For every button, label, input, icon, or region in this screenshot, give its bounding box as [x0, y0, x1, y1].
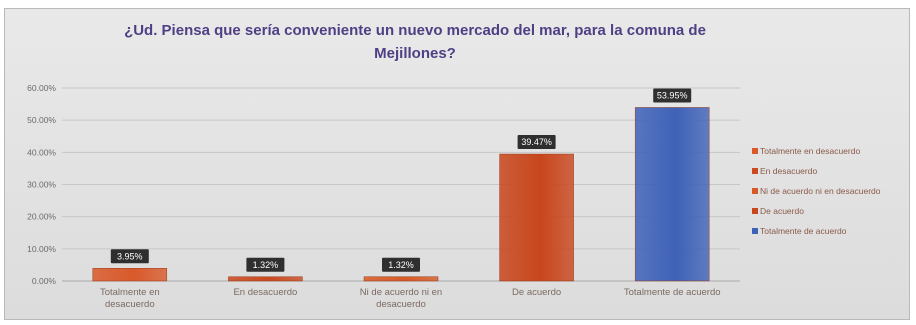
data-label-box — [246, 257, 285, 272]
legend-swatch — [752, 188, 758, 194]
y-tick-label: 50.00% — [27, 115, 56, 125]
bar — [92, 268, 168, 282]
data-label: 53.95% — [657, 90, 688, 100]
legend-label: En desacuerdo — [760, 166, 817, 176]
y-tick-label: 60.00% — [27, 83, 56, 93]
data-label-box — [517, 135, 556, 150]
bar — [228, 276, 303, 282]
legend-label: Ni de acuerdo ni en desacuerdo — [760, 186, 881, 196]
y-tick-label: 30.00% — [27, 180, 56, 190]
data-label: 3.95% — [117, 251, 143, 261]
legend-swatch — [752, 168, 758, 174]
bar — [634, 107, 710, 282]
data-label: 1.32% — [388, 260, 414, 270]
legend-label: Totalmente de acuerdo — [760, 226, 847, 236]
legend-swatch — [752, 148, 758, 154]
data-label-box — [110, 249, 149, 264]
y-tick-label: 20.00% — [27, 212, 56, 222]
data-label-box — [382, 257, 420, 272]
data-label: 39.47% — [521, 137, 552, 147]
x-tick-label: Totalmente de acuerdo — [624, 287, 721, 298]
data-label-box — [653, 88, 692, 103]
x-tick-label: En desacuerdo — [233, 287, 297, 298]
x-tick-label: Ni de acuerdo ni en desacuerdo — [360, 287, 442, 310]
bar — [363, 276, 439, 282]
bar — [499, 153, 574, 282]
legend-label: Totalmente en desacuerdo — [760, 146, 860, 156]
legend-label: De acuerdo — [760, 206, 804, 216]
legend-swatch — [752, 228, 758, 234]
y-tick-label: 10.00% — [27, 244, 56, 254]
x-tick-label: De acuerdo — [512, 287, 561, 298]
legend-swatch — [752, 208, 758, 214]
y-tick-label: 0.00% — [32, 276, 57, 286]
y-tick-label: 40.00% — [27, 147, 56, 157]
x-tick-label: Totalmente en desacuerdo — [100, 287, 160, 310]
data-label: 1.32% — [253, 260, 279, 270]
chart-title: ¿Ud. Piensa que sería conveniente un nue… — [124, 22, 706, 62]
chart-frame: ¿Ud. Piensa que sería conveniente un nue… — [4, 8, 910, 320]
